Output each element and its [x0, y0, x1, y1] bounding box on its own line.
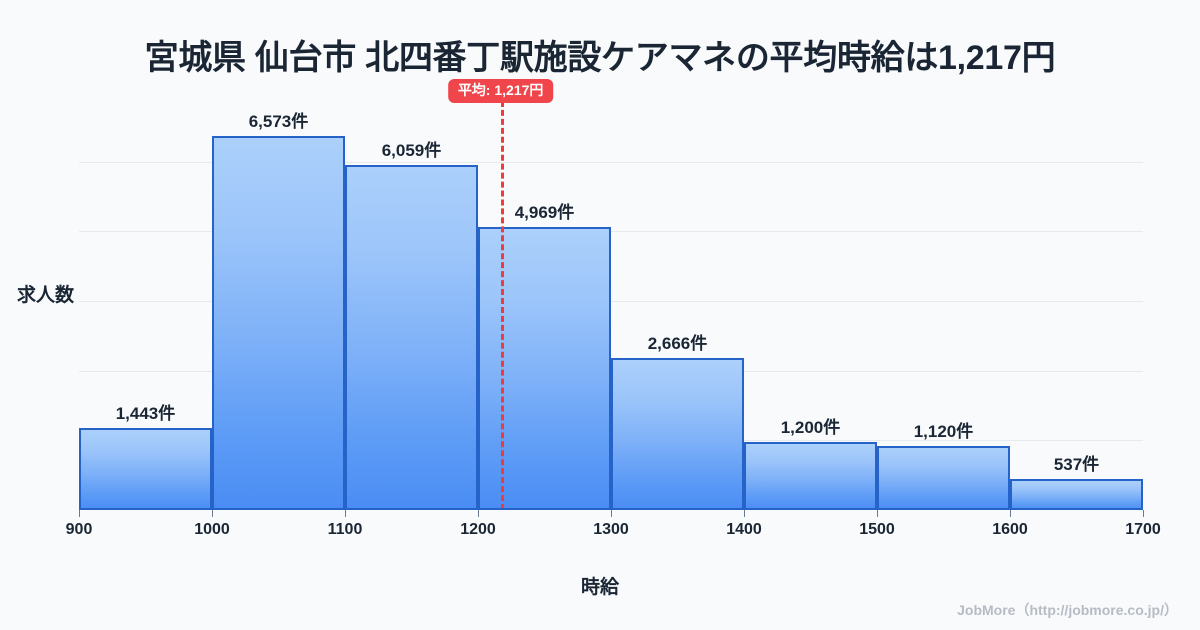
watermark: JobMore（http://jobmore.co.jp/） — [957, 602, 1178, 618]
x-axis-tick — [744, 510, 745, 517]
average-badge: 平均: 1,217円 — [447, 79, 554, 104]
x-axis-tick-label: 1200 — [460, 521, 496, 538]
bar-value-label: 4,969件 — [514, 203, 575, 223]
bar — [79, 427, 212, 510]
x-axis-tick-label: 1500 — [859, 521, 895, 538]
x-axis-tick-label: 1000 — [194, 521, 230, 538]
gridline — [79, 231, 1143, 233]
x-axis-tick — [345, 510, 346, 517]
gridline — [79, 161, 1143, 163]
x-axis-tick-label: 1700 — [1125, 521, 1161, 538]
bar-value-label: 6,059件 — [381, 141, 442, 161]
x-axis-tick — [1143, 510, 1144, 517]
x-axis-tick — [212, 510, 213, 517]
bar-value-label: 2,666件 — [647, 334, 708, 354]
average-dashed-line — [500, 92, 504, 510]
bar — [345, 165, 478, 510]
bar — [478, 227, 611, 510]
bar — [744, 441, 877, 510]
x-axis-tick — [611, 510, 612, 517]
x-axis-tick — [79, 510, 80, 517]
bar-value-label: 1,120件 — [913, 422, 974, 442]
x-axis-tick-label: 1400 — [726, 521, 762, 538]
x-axis-title: 時給 — [580, 577, 619, 598]
bar-value-label: 6,573件 — [248, 112, 309, 132]
x-axis-tick — [1010, 510, 1011, 517]
bar — [212, 136, 345, 510]
x-axis-tick — [877, 510, 878, 517]
plot-area: 1,443件 6,573件 6,059件 4,969件 2,666件 1,200件 1,12… — [79, 79, 1143, 510]
x-axis-tick — [478, 510, 479, 517]
x-axis-tick-label: 1300 — [593, 521, 629, 538]
x-axis-tick-label: 1100 — [327, 521, 363, 538]
bar-value-label: 537件 — [1053, 455, 1100, 475]
page-title: 宮城県 仙台市 北四番丁駅施設ケアマネの平均時給は1,217円 — [144, 39, 1056, 77]
gridline — [79, 301, 1143, 302]
bar — [877, 446, 1010, 510]
y-axis-title: 求人数 — [17, 285, 75, 306]
bar — [611, 358, 744, 510]
x-axis-tick-label: 1600 — [992, 521, 1028, 538]
bar-value-label: 1,443件 — [115, 403, 176, 423]
bar-value-label: 1,200件 — [780, 417, 841, 437]
bar — [1010, 479, 1143, 510]
x-axis-tick-label: 900 — [65, 521, 93, 538]
x-axis-baseline — [79, 508, 1143, 510]
